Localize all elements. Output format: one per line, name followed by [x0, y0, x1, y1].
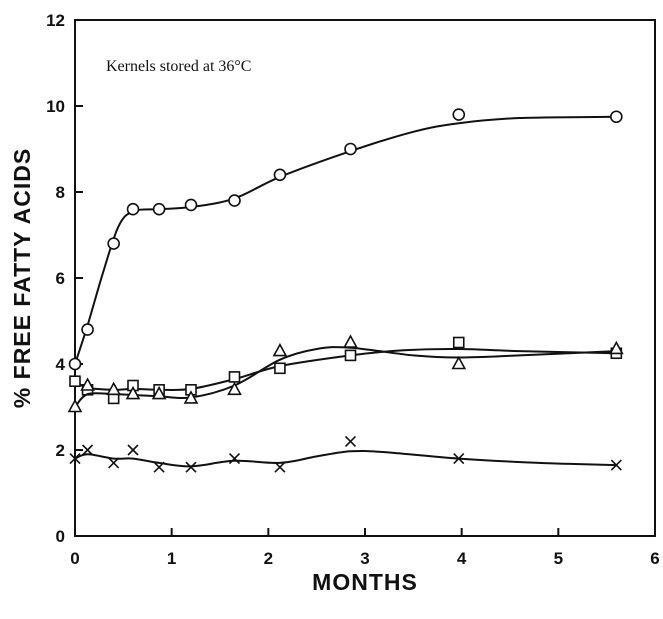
data-point-x [153, 461, 165, 473]
data-point-square [228, 371, 241, 383]
data-point-circle [344, 142, 357, 156]
x-tick-label: 5 [554, 549, 563, 568]
series-line-circle [74, 115, 617, 365]
x-tick-label: 6 [650, 549, 659, 568]
series-layer [67, 108, 624, 473]
x-tick-label: 1 [167, 549, 176, 568]
data-point-circle [452, 108, 466, 121]
y-tick-label: 10 [46, 97, 65, 116]
plot-frame [74, 19, 656, 537]
data-point-circle [152, 202, 166, 216]
data-point-square [452, 336, 465, 349]
data-point-x [453, 453, 465, 465]
x-tick-label: 4 [457, 549, 467, 568]
y-axis-ticks: 0 2 4 6 8 10 12 [46, 11, 83, 546]
data-point-x [108, 457, 120, 469]
data-point-triangle [451, 355, 467, 370]
y-tick-label: 6 [56, 269, 65, 288]
y-tick-label: 2 [56, 441, 65, 460]
data-point-square [69, 375, 81, 388]
data-point-x [344, 435, 357, 447]
y-axis-label: % FREE FATTY ACIDS [9, 148, 35, 408]
x-axis-ticks: 0 1 2 3 4 5 6 [70, 528, 660, 568]
data-point-x [610, 459, 622, 471]
x-tick-label: 0 [70, 549, 79, 568]
data-point-x [185, 461, 197, 473]
data-point-triangle [67, 398, 83, 413]
data-point-circle [184, 198, 198, 212]
data-point-circle [68, 357, 82, 371]
data-point-square [274, 362, 286, 375]
series-circle [68, 108, 623, 371]
series-x [69, 435, 622, 473]
data-point-circle [81, 323, 94, 336]
data-point-x [127, 444, 139, 456]
x-tick-label: 3 [360, 549, 369, 568]
data-point-triangle [343, 334, 358, 348]
data-point-circle [126, 202, 140, 216]
chart-annotation: Kernels stored at 36°C [106, 58, 251, 75]
data-point-triangle [106, 381, 122, 396]
y-tick-label: 4 [56, 355, 66, 374]
y-tick-label: 0 [56, 527, 65, 546]
data-point-x [274, 461, 286, 473]
data-point-triangle [272, 342, 288, 357]
y-tick-label: 8 [56, 183, 65, 202]
data-point-circle [273, 168, 287, 182]
data-point-circle [228, 194, 241, 207]
x-axis-label: MONTHS [312, 569, 418, 595]
x-tick-label: 2 [264, 549, 273, 568]
data-point-triangle [227, 381, 242, 396]
data-point-x [228, 453, 241, 465]
data-point-circle [610, 110, 623, 124]
data-point-square [344, 349, 357, 362]
data-point-triangle [151, 385, 167, 400]
data-point-triangle [183, 390, 199, 404]
data-point-circle [107, 237, 120, 250]
data-point-triangle [125, 385, 141, 400]
data-point-triangle [608, 340, 624, 355]
data-point-x [82, 444, 94, 456]
data-point-x [69, 453, 81, 465]
y-tick-label: 12 [46, 11, 65, 30]
series-triangle [67, 334, 624, 413]
data-point-triangle [80, 377, 95, 391]
